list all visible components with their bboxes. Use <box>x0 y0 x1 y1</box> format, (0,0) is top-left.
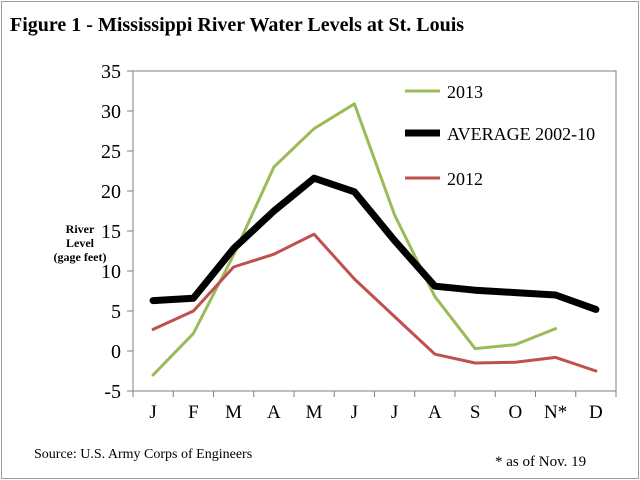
x-tick-label: J <box>351 402 358 423</box>
x-tick-label: O <box>509 402 523 423</box>
y-tick-label: -5 <box>104 381 121 403</box>
x-tick-label: F <box>188 402 199 423</box>
footnote: * as of Nov. 19 <box>495 454 587 470</box>
y-tick-label: 10 <box>101 261 121 283</box>
x-tick-label: S <box>470 402 481 423</box>
y-tick-label: 20 <box>101 181 121 203</box>
source-note: Source: U.S. Army Corps of Engineers <box>34 447 253 462</box>
plot-area <box>132 70 617 392</box>
y-axis-label-line: (gage feet) <box>53 250 107 264</box>
y-tick-label: 0 <box>111 341 121 363</box>
series-line <box>151 232 598 373</box>
x-tick-label: D <box>589 402 603 423</box>
y-tick-label: 35 <box>101 61 121 83</box>
x-tick-label: A <box>428 402 442 423</box>
x-tick-label: A <box>267 402 281 423</box>
y-axis-label: River Level (gage feet) <box>44 222 116 264</box>
x-tick-label: J <box>391 402 398 423</box>
legend-label: AVERAGE 2002-10 <box>447 124 595 144</box>
series-line <box>149 174 600 313</box>
chart-title: Figure 1 - Mississippi River Water Level… <box>10 14 465 36</box>
y-tick-label: 25 <box>101 141 121 163</box>
y-axis-label-line: River <box>65 222 95 236</box>
x-tick-label: N* <box>544 402 567 423</box>
y-tick-label: 15 <box>101 221 121 243</box>
y-axis-label-line: Level <box>66 236 94 250</box>
y-tick-label: 5 <box>111 301 121 323</box>
x-tick-label: J <box>149 402 156 423</box>
legend-label: 2012 <box>447 169 483 189</box>
y-tick-label: 30 <box>101 101 121 123</box>
legend-label: 2013 <box>447 82 483 102</box>
x-tick-label: M <box>306 402 323 423</box>
series-line <box>151 102 558 377</box>
x-tick-label: M <box>225 402 242 423</box>
